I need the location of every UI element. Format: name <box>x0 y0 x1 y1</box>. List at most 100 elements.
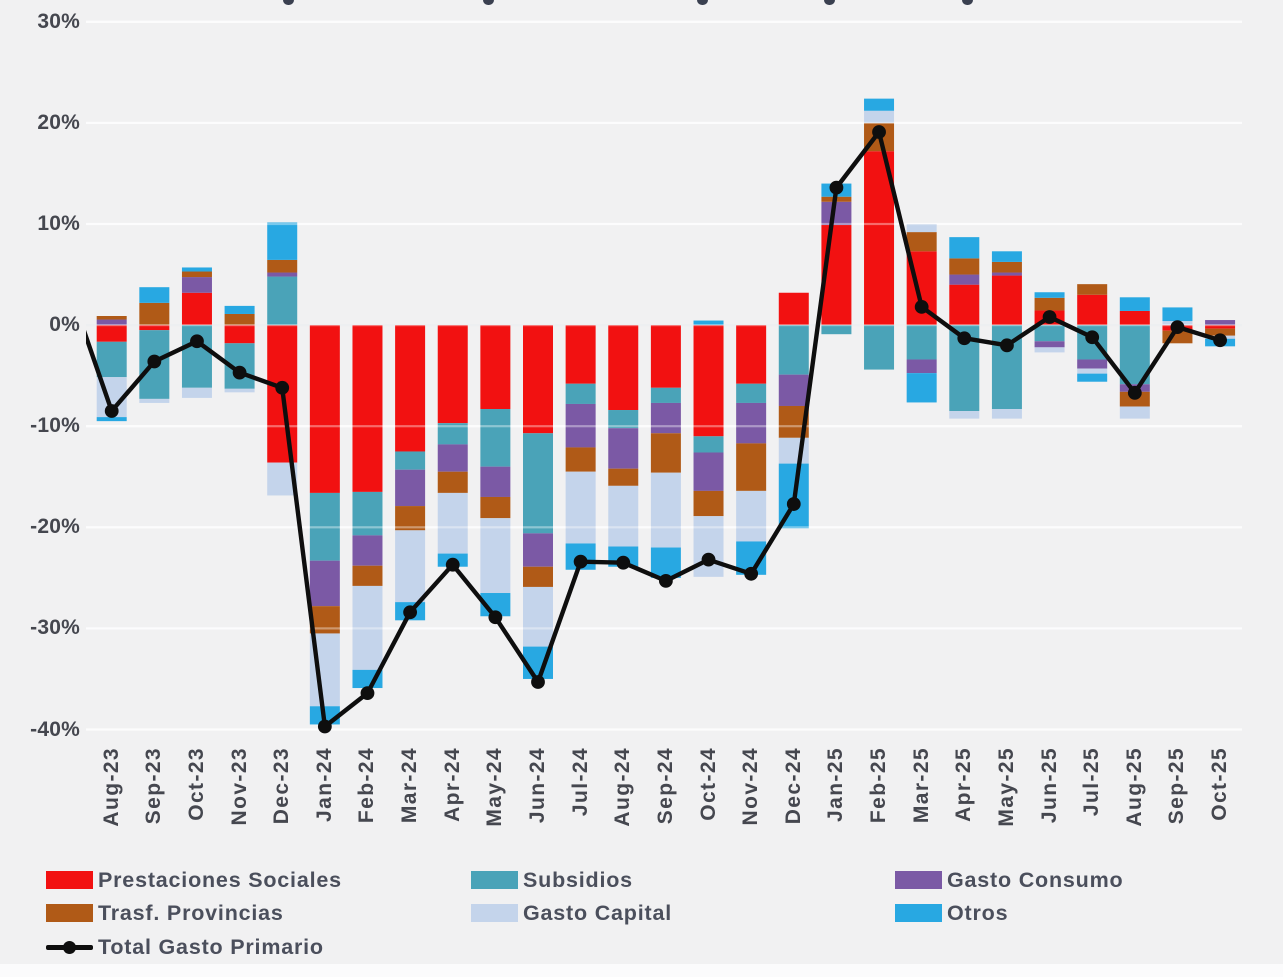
bar-segment <box>96 341 127 378</box>
legend-label-gasto-consumo: Gasto Consumo <box>947 867 1124 892</box>
gridline-overlay <box>86 526 1242 529</box>
bar-segment <box>267 259 298 273</box>
bar-segment <box>906 325 937 360</box>
legend-item-gasto-capital: Gasto Capital <box>471 901 672 925</box>
bar-segment <box>96 417 127 422</box>
bar-segment <box>1077 373 1108 382</box>
bar-segment <box>1205 328 1236 336</box>
x-tick-label: Jun-25 <box>1037 747 1061 824</box>
bar-segment <box>693 452 724 491</box>
total-line-marker <box>914 300 929 314</box>
x-tick-label: Jan-25 <box>824 747 848 822</box>
bar-segment <box>523 566 553 587</box>
legend-item-otros: Otros <box>895 901 1008 925</box>
y-tick-label: 10% <box>37 212 80 235</box>
x-tick-label: Oct-23 <box>184 747 208 821</box>
total-line-marker <box>616 555 631 570</box>
bar-segment <box>1205 325 1236 329</box>
legend-label-otros: Otros <box>947 900 1009 925</box>
subsidios-swatch-icon <box>471 871 518 889</box>
total-line-marker <box>872 125 886 139</box>
bar-segment <box>1119 406 1150 419</box>
y-tick-label: -20% <box>30 515 80 539</box>
x-tick-label: Jul-24 <box>568 747 592 817</box>
bar-segment <box>608 428 639 469</box>
total-line-marker <box>147 354 162 369</box>
x-tick-label: Apr-25 <box>952 747 976 822</box>
bar-segment <box>437 492 468 554</box>
bar-segment <box>1119 310 1150 326</box>
bar-segment <box>736 383 767 403</box>
bar-segment <box>181 387 212 398</box>
bar-segment <box>1119 297 1150 311</box>
total-line-marker <box>1213 333 1227 348</box>
gridline <box>86 20 1242 23</box>
bar-segment <box>395 469 426 507</box>
bar-segment <box>309 560 340 607</box>
cropped-title-descender-mark <box>962 0 973 5</box>
bar-segment <box>906 373 937 403</box>
bar-segment <box>480 466 511 497</box>
bar-segment <box>650 547 681 578</box>
bar-segment <box>224 388 255 393</box>
bar-segment <box>480 325 511 410</box>
bar-segment <box>437 471 468 493</box>
total-line-marker <box>957 331 972 346</box>
bar-segment <box>395 506 426 531</box>
bar-segment <box>352 535 383 566</box>
y-tick-label: 0% <box>49 313 80 337</box>
y-tick-label: 20% <box>37 110 80 134</box>
bar-segment <box>480 518 511 594</box>
bar-segment <box>224 325 255 344</box>
bar-segment <box>181 271 212 278</box>
x-tick-label: Sep-24 <box>653 747 677 825</box>
gridline <box>86 222 1242 226</box>
total-line-marker <box>317 719 332 734</box>
bar-segment <box>523 433 553 534</box>
bar-segment <box>821 201 852 226</box>
bar-segment <box>1034 292 1065 298</box>
bar-segment <box>1162 307 1193 322</box>
total-line-marker <box>658 573 673 588</box>
total-line-marker <box>701 552 716 567</box>
bar-segment <box>181 277 212 293</box>
gasto-consumo-swatch-icon <box>895 871 942 889</box>
bar-segment <box>96 316 127 320</box>
legend-item-subsidios: Subsidios <box>471 868 633 892</box>
bar-segment <box>906 232 937 252</box>
total-line-marker <box>104 404 119 418</box>
bar-segment <box>736 402 767 444</box>
bar-segment <box>1034 297 1065 311</box>
bar-segment <box>1077 294 1108 326</box>
gridline <box>86 121 1242 124</box>
x-tick-label: Oct-24 <box>696 747 720 821</box>
y-tick-label: -10% <box>30 414 80 438</box>
bottom-margin-band <box>0 964 1283 977</box>
total-line-marker <box>744 566 759 581</box>
bar-segment <box>650 402 681 434</box>
prestaciones-sociales-swatch-icon <box>46 871 93 889</box>
bar-segment <box>565 471 596 544</box>
bar-segment <box>565 383 596 404</box>
total-gasto-primario-line-marker-icon <box>46 938 93 956</box>
bar-segment <box>991 251 1022 262</box>
total-line-marker <box>1085 330 1100 345</box>
total-line-marker <box>786 497 801 511</box>
bar-segment <box>991 409 1022 419</box>
x-tick-label: Apr-24 <box>440 747 464 822</box>
x-tick-label: Feb-25 <box>867 747 891 824</box>
bar-segment <box>650 433 681 473</box>
bar-segment <box>523 586 553 647</box>
total-line-marker <box>232 365 247 380</box>
x-tick-label: Nov-24 <box>739 747 763 826</box>
bar-segment <box>949 274 980 285</box>
total-line-marker <box>190 334 204 349</box>
bar-segment <box>309 492 340 561</box>
bar-segment <box>139 398 170 403</box>
x-tick-label: Jul-25 <box>1080 747 1104 817</box>
bar-segment <box>565 325 596 384</box>
y-tick-label: -30% <box>30 616 80 640</box>
x-tick-label: Oct-25 <box>1208 747 1232 821</box>
bar-segment <box>650 325 681 388</box>
total-line-marker <box>275 380 290 395</box>
